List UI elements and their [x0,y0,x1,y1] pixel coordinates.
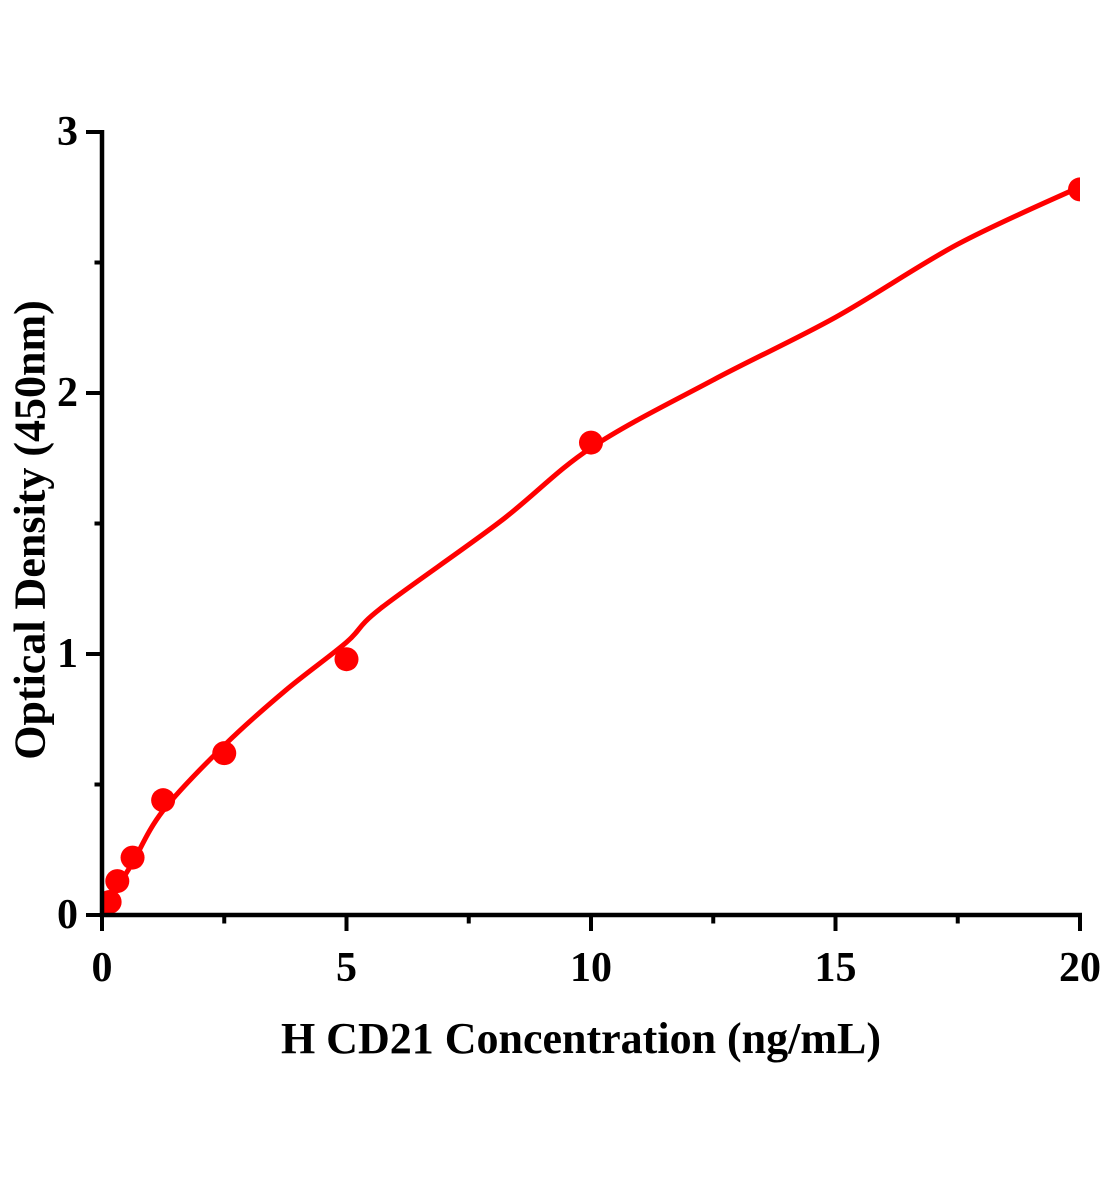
y-axis-title: Optical Density (450nm) [6,300,55,760]
fitted-curve-line [103,184,1080,914]
y-tick-label: 1 [57,631,78,677]
plot-area [103,177,1080,914]
y-tick-label: 2 [57,370,78,416]
data-point-marker [579,430,603,455]
x-tick-labels: 0 5 10 15 20 [92,945,1102,991]
x-tick-label: 5 [336,945,357,991]
y-tick-label: 0 [57,892,78,938]
x-tick-label: 10 [570,945,612,991]
x-tick-label: 0 [92,945,113,991]
y-axis: 0 1 2 3 Optical Density (450nm) [6,109,105,938]
x-tick-label: 15 [815,945,857,991]
x-axis: 0 5 10 15 20 H CD21 Concentration (ng/mL… [92,912,1102,1063]
x-axis-ticks [100,915,1082,931]
data-point-marker [120,845,145,870]
data-point-marker [103,889,122,914]
x-tick-label: 20 [1059,945,1101,991]
y-tick-label: 3 [57,109,78,155]
data-point-marker [105,869,130,894]
data-point-marker [212,741,237,766]
y-tick-labels: 0 1 2 3 [57,109,78,938]
y-axis-ticks [86,130,102,917]
data-point-marker [334,647,359,672]
x-axis-title: H CD21 Concentration (ng/mL) [281,1014,881,1063]
data-point-marker [151,788,176,813]
data-points [103,177,1080,914]
data-point-marker [1068,177,1080,202]
